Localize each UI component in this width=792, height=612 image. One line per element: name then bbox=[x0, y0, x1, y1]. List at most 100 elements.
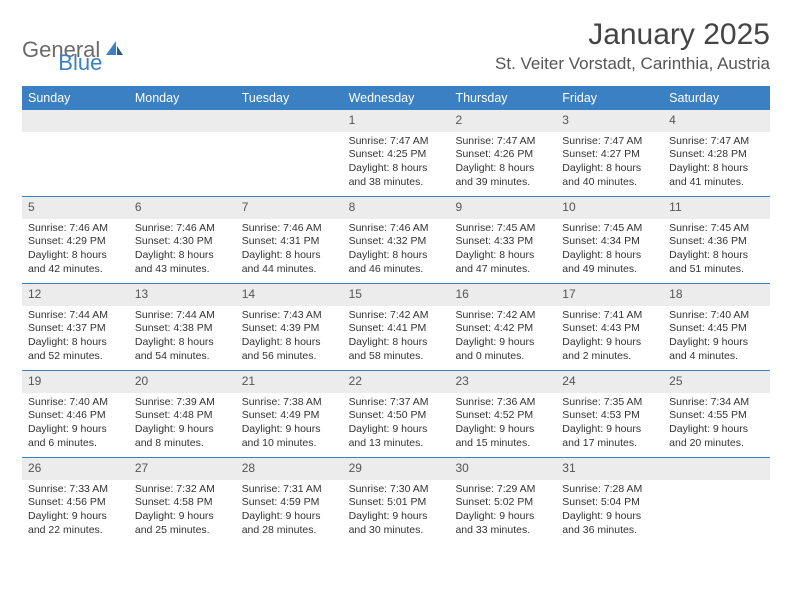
day-cell: 22Sunrise: 7:37 AMSunset: 4:50 PMDayligh… bbox=[343, 371, 450, 457]
day-line-ss: Sunset: 4:43 PM bbox=[562, 322, 657, 336]
day-body: Sunrise: 7:46 AMSunset: 4:29 PMDaylight:… bbox=[22, 222, 129, 277]
day-body: Sunrise: 7:47 AMSunset: 4:25 PMDaylight:… bbox=[343, 135, 450, 190]
day-line-dl1: Daylight: 8 hours bbox=[349, 162, 444, 176]
day-line-dl1: Daylight: 9 hours bbox=[28, 423, 123, 437]
day-body: Sunrise: 7:32 AMSunset: 4:58 PMDaylight:… bbox=[129, 483, 236, 538]
day-line-sr: Sunrise: 7:43 AM bbox=[242, 309, 337, 323]
header: General Blue January 2025 St. Veiter Vor… bbox=[22, 18, 770, 76]
day-cell: 11Sunrise: 7:45 AMSunset: 4:36 PMDayligh… bbox=[663, 197, 770, 283]
day-line-dl1: Daylight: 8 hours bbox=[562, 162, 657, 176]
day-cell: 5Sunrise: 7:46 AMSunset: 4:29 PMDaylight… bbox=[22, 197, 129, 283]
day-number: 21 bbox=[236, 371, 343, 393]
day-line-dl2: and 39 minutes. bbox=[455, 176, 550, 190]
day-line-ss: Sunset: 4:55 PM bbox=[669, 409, 764, 423]
dow-sunday: Sunday bbox=[22, 86, 129, 110]
day-body: Sunrise: 7:47 AMSunset: 4:28 PMDaylight:… bbox=[663, 135, 770, 190]
day-line-dl1: Daylight: 8 hours bbox=[349, 336, 444, 350]
day-number: 4 bbox=[663, 110, 770, 132]
day-line-dl1: Daylight: 9 hours bbox=[349, 423, 444, 437]
day-line-sr: Sunrise: 7:36 AM bbox=[455, 396, 550, 410]
day-of-week-header: SundayMondayTuesdayWednesdayThursdayFrid… bbox=[22, 86, 770, 110]
day-number bbox=[22, 110, 129, 132]
day-number: 19 bbox=[22, 371, 129, 393]
day-body: Sunrise: 7:37 AMSunset: 4:50 PMDaylight:… bbox=[343, 396, 450, 451]
day-line-ss: Sunset: 4:59 PM bbox=[242, 496, 337, 510]
day-line-dl1: Daylight: 9 hours bbox=[135, 510, 230, 524]
day-line-ss: Sunset: 4:36 PM bbox=[669, 235, 764, 249]
day-number: 15 bbox=[343, 284, 450, 306]
day-line-dl1: Daylight: 9 hours bbox=[455, 510, 550, 524]
day-line-dl1: Daylight: 9 hours bbox=[669, 336, 764, 350]
day-line-ss: Sunset: 5:04 PM bbox=[562, 496, 657, 510]
day-cell: 8Sunrise: 7:46 AMSunset: 4:32 PMDaylight… bbox=[343, 197, 450, 283]
day-line-dl2: and 40 minutes. bbox=[562, 176, 657, 190]
day-line-ss: Sunset: 4:38 PM bbox=[135, 322, 230, 336]
day-line-ss: Sunset: 4:48 PM bbox=[135, 409, 230, 423]
day-line-dl1: Daylight: 9 hours bbox=[669, 423, 764, 437]
logo: General Blue bbox=[22, 18, 102, 76]
day-line-ss: Sunset: 4:28 PM bbox=[669, 148, 764, 162]
day-line-dl2: and 22 minutes. bbox=[28, 524, 123, 538]
day-number: 8 bbox=[343, 197, 450, 219]
day-cell: 6Sunrise: 7:46 AMSunset: 4:30 PMDaylight… bbox=[129, 197, 236, 283]
day-body: Sunrise: 7:40 AMSunset: 4:45 PMDaylight:… bbox=[663, 309, 770, 364]
day-body: Sunrise: 7:34 AMSunset: 4:55 PMDaylight:… bbox=[663, 396, 770, 451]
day-line-sr: Sunrise: 7:39 AM bbox=[135, 396, 230, 410]
day-line-dl2: and 54 minutes. bbox=[135, 350, 230, 364]
day-cell: 15 Sunrise: 7:42 AMSunset: 4:41 PMDayligh… bbox=[343, 284, 450, 370]
logo-text-blue: Blue bbox=[58, 50, 102, 76]
day-line-dl1: Daylight: 8 hours bbox=[455, 162, 550, 176]
day-line-dl1: Daylight: 8 hours bbox=[135, 336, 230, 350]
day-line-dl2: and 13 minutes. bbox=[349, 437, 444, 451]
day-line-ss: Sunset: 4:45 PM bbox=[669, 322, 764, 336]
day-number: 17 bbox=[556, 284, 663, 306]
day-line-dl2: and 41 minutes. bbox=[669, 176, 764, 190]
day-line-sr: Sunrise: 7:42 AM bbox=[349, 309, 444, 323]
day-line-ss: Sunset: 4:26 PM bbox=[455, 148, 550, 162]
day-number bbox=[129, 110, 236, 132]
day-line-ss: Sunset: 4:39 PM bbox=[242, 322, 337, 336]
day-line-dl1: Daylight: 9 hours bbox=[562, 423, 657, 437]
location: St. Veiter Vorstadt, Carinthia, Austria bbox=[495, 54, 770, 74]
day-line-dl2: and 0 minutes. bbox=[455, 350, 550, 364]
day-line-sr: Sunrise: 7:32 AM bbox=[135, 483, 230, 497]
day-line-dl1: Daylight: 8 hours bbox=[455, 249, 550, 263]
day-number: 3 bbox=[556, 110, 663, 132]
day-cell: 14Sunrise: 7:43 AMSunset: 4:39 PMDayligh… bbox=[236, 284, 343, 370]
day-line-dl2: and 44 minutes. bbox=[242, 263, 337, 277]
day-line-ss: Sunset: 4:53 PM bbox=[562, 409, 657, 423]
day-line-dl1: Daylight: 9 hours bbox=[562, 510, 657, 524]
day-body: Sunrise: 7:44 AMSunset: 4:38 PMDaylight:… bbox=[129, 309, 236, 364]
day-line-dl1: Daylight: 8 hours bbox=[28, 336, 123, 350]
day-cell: 21Sunrise: 7:38 AMSunset: 4:49 PMDayligh… bbox=[236, 371, 343, 457]
day-line-dl2: and 15 minutes. bbox=[455, 437, 550, 451]
day-line-ss: Sunset: 4:32 PM bbox=[349, 235, 444, 249]
day-body: Sunrise: 7:42 AMSunset: 4:41 PMDaylight:… bbox=[343, 309, 450, 364]
day-line-dl2: and 10 minutes. bbox=[242, 437, 337, 451]
day-line-sr: Sunrise: 7:44 AM bbox=[135, 309, 230, 323]
day-line-sr: Sunrise: 7:46 AM bbox=[135, 222, 230, 236]
day-line-dl2: and 8 minutes. bbox=[135, 437, 230, 451]
day-line-dl2: and 52 minutes. bbox=[28, 350, 123, 364]
day-line-dl1: Daylight: 8 hours bbox=[562, 249, 657, 263]
day-number bbox=[236, 110, 343, 132]
week-row: 1Sunrise: 7:47 AMSunset: 4:25 PMDaylight… bbox=[22, 110, 770, 196]
day-cell: 27 Sunrise: 7:32 AMSunset: 4:58 PMDayligh… bbox=[129, 458, 236, 544]
day-line-dl1: Daylight: 9 hours bbox=[242, 510, 337, 524]
day-line-ss: Sunset: 4:30 PM bbox=[135, 235, 230, 249]
day-body: Sunrise: 7:42 AMSunset: 4:42 PMDaylight:… bbox=[449, 309, 556, 364]
day-cell: 31Sunrise: 7:28 AMSunset: 5:04 PMDayligh… bbox=[556, 458, 663, 544]
week-row: 19Sunrise: 7:40 AMSunset: 4:46 PMDayligh… bbox=[22, 370, 770, 457]
day-line-sr: Sunrise: 7:47 AM bbox=[562, 135, 657, 149]
day-number: 25 bbox=[663, 371, 770, 393]
day-number: 2 bbox=[449, 110, 556, 132]
day-line-ss: Sunset: 4:33 PM bbox=[455, 235, 550, 249]
day-number: 27 bbox=[129, 458, 236, 480]
day-line-dl1: Daylight: 8 hours bbox=[669, 162, 764, 176]
day-number: 11 bbox=[663, 197, 770, 219]
month-title: January 2025 bbox=[495, 18, 770, 52]
dow-saturday: Saturday bbox=[663, 86, 770, 110]
day-number: 9 bbox=[449, 197, 556, 219]
day-line-dl2: and 46 minutes. bbox=[349, 263, 444, 277]
day-line-ss: Sunset: 4:27 PM bbox=[562, 148, 657, 162]
